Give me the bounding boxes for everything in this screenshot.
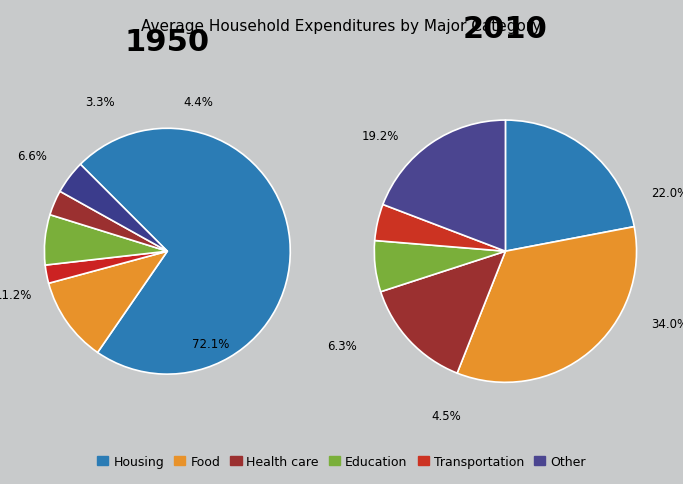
Text: 72.1%: 72.1% xyxy=(192,337,229,350)
Wedge shape xyxy=(380,252,505,373)
Text: 4.4%: 4.4% xyxy=(183,95,213,108)
Wedge shape xyxy=(505,121,635,252)
Text: 34.0%: 34.0% xyxy=(651,317,683,330)
Text: 3.3%: 3.3% xyxy=(85,95,115,108)
Text: 22.0%: 22.0% xyxy=(651,186,683,199)
Wedge shape xyxy=(60,165,167,252)
Wedge shape xyxy=(457,227,637,382)
Text: 2.4%: 2.4% xyxy=(0,483,1,484)
Title: 2010: 2010 xyxy=(463,15,548,44)
Wedge shape xyxy=(374,241,505,292)
Wedge shape xyxy=(45,252,167,284)
Text: Average Household Expenditures by Major Category: Average Household Expenditures by Major … xyxy=(141,19,542,34)
Text: 14.0%: 14.0% xyxy=(0,483,1,484)
Title: 1950: 1950 xyxy=(125,28,210,57)
Wedge shape xyxy=(383,121,505,252)
Wedge shape xyxy=(50,192,167,252)
Wedge shape xyxy=(375,205,505,252)
Text: 6.6%: 6.6% xyxy=(17,150,47,163)
Wedge shape xyxy=(48,252,167,353)
Text: 6.3%: 6.3% xyxy=(326,339,357,352)
Wedge shape xyxy=(81,129,290,374)
Wedge shape xyxy=(44,215,167,266)
Legend: Housing, Food, Health care, Education, Transportation, Other: Housing, Food, Health care, Education, T… xyxy=(92,450,591,473)
Text: 4.5%: 4.5% xyxy=(432,409,461,422)
Text: 11.2%: 11.2% xyxy=(0,288,32,301)
Text: 19.2%: 19.2% xyxy=(362,130,400,143)
